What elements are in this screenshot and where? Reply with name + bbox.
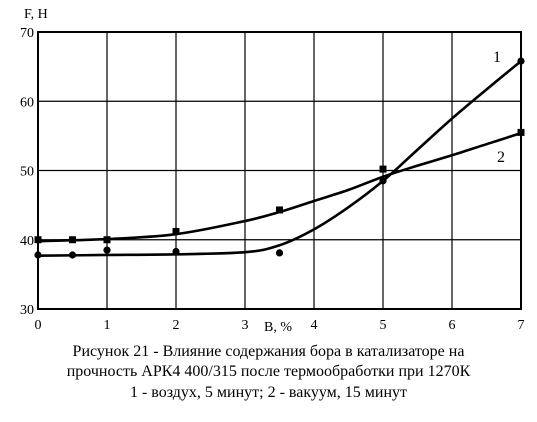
x-tick-label: 4 xyxy=(311,318,318,333)
data-point xyxy=(34,251,42,259)
x-tick-label: 7 xyxy=(518,318,525,333)
figure-caption-legend: 1 - воздух, 5 минут; 2 - вакуум, 15 мину… xyxy=(129,384,408,401)
data-point xyxy=(379,165,387,173)
x-tick-label: 2 xyxy=(173,318,180,333)
data-point xyxy=(34,236,42,244)
data-point xyxy=(275,249,284,257)
x-tick-label: 0 xyxy=(35,318,42,333)
figure-caption-subtitle: прочность АРК4 400/315 после термообрабо… xyxy=(66,363,471,380)
data-point xyxy=(517,128,525,136)
x-tick-label: 5 xyxy=(380,318,387,333)
figure-caption-title: Рисунок 21 - Влияние содержания бора в к… xyxy=(72,343,465,360)
data-point xyxy=(172,247,180,256)
series-2: 2 xyxy=(34,128,525,244)
data-point xyxy=(276,206,283,214)
series-2-line xyxy=(37,131,522,243)
x-tick-label: 3 xyxy=(242,318,249,333)
x-tick-label: 1 xyxy=(104,318,111,333)
data-point xyxy=(103,236,111,244)
data-point xyxy=(69,236,76,244)
x-tick-label: 6 xyxy=(449,318,456,333)
x-tick-labels: 0 1 2 3 4 5 6 7 xyxy=(35,318,525,333)
data-point xyxy=(103,246,111,254)
data-point xyxy=(68,251,77,259)
series-label-1: 1 xyxy=(493,49,501,66)
grid xyxy=(38,32,521,309)
series-label-2: 2 xyxy=(497,149,505,166)
series-1-line xyxy=(37,60,522,257)
series-group: 12 xyxy=(34,49,525,259)
data-point xyxy=(517,57,525,65)
plot-frame xyxy=(37,31,522,310)
data-point xyxy=(379,177,387,185)
y-axis-label: F, H xyxy=(24,7,48,22)
y-tick-label: 50 xyxy=(20,165,34,180)
series-1: 1 xyxy=(34,49,525,259)
y-tick-label: 30 xyxy=(20,303,34,318)
y-tick-label: 60 xyxy=(20,95,34,110)
data-point xyxy=(172,227,180,235)
x-axis-label: B, % xyxy=(264,320,292,335)
y-tick-label: 70 xyxy=(20,26,34,41)
y-tick-label: 40 xyxy=(20,234,34,249)
y-tick-labels: 30 40 50 60 70 xyxy=(20,26,34,318)
